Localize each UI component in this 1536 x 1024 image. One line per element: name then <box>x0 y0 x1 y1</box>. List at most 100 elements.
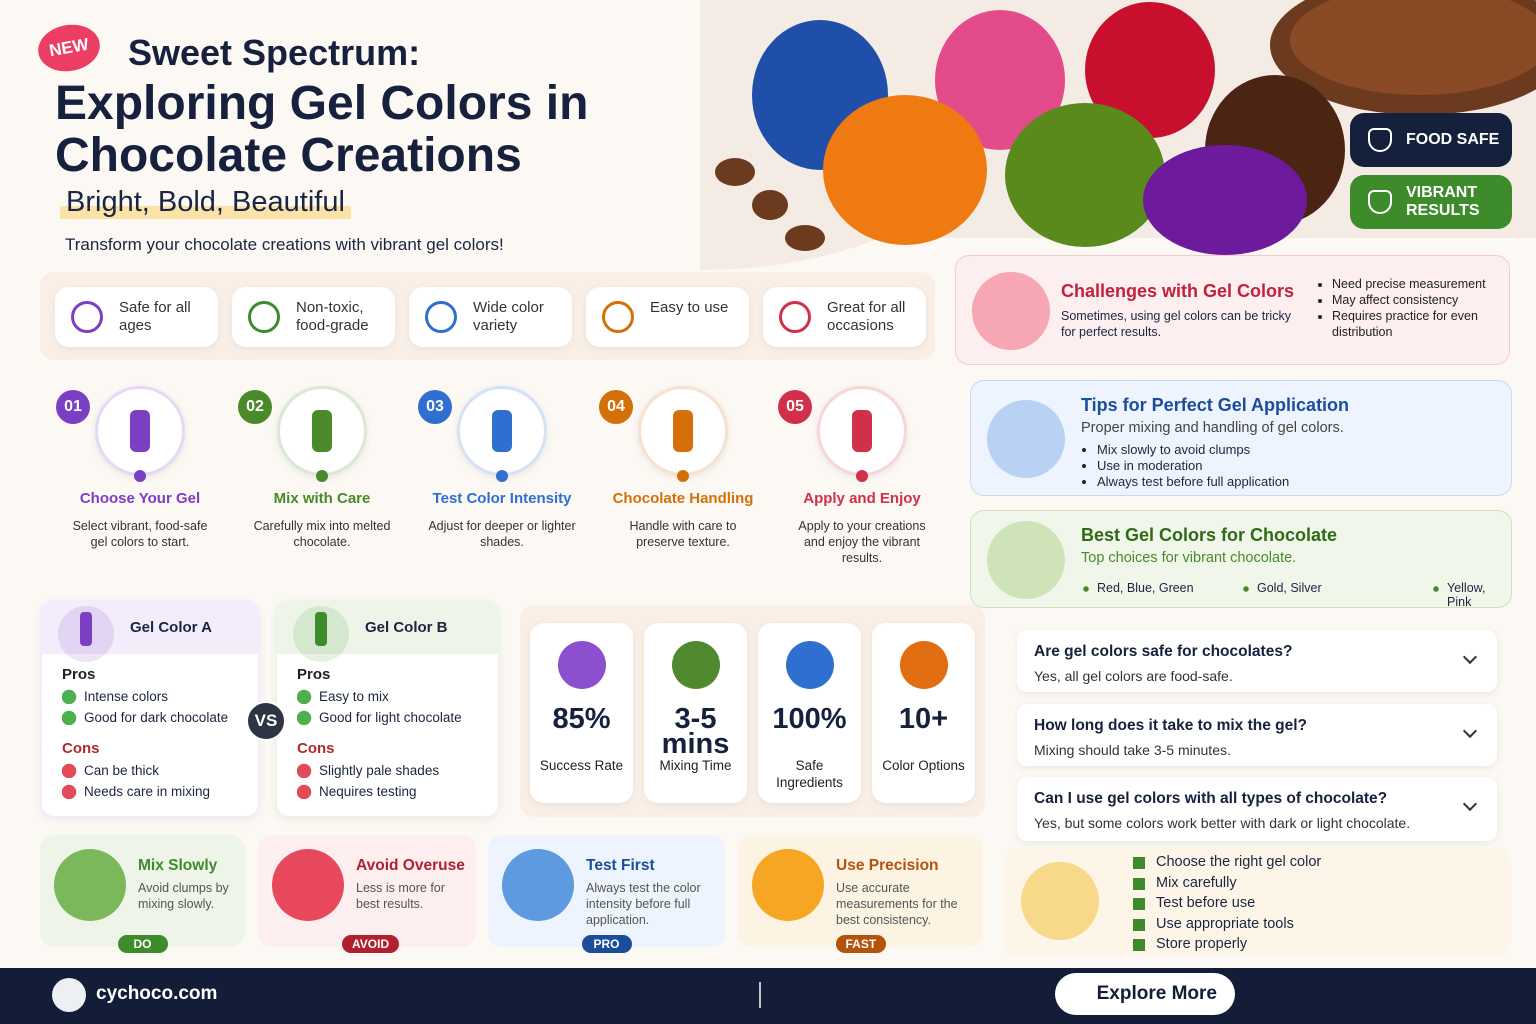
stat-value: 100% <box>772 703 847 735</box>
tip-tag: AVOID <box>342 935 400 953</box>
tip-card: Mix Slowly Avoid clumps by mixing slowly.… <box>40 835 245 953</box>
feature-card: Easy to use <box>586 287 749 347</box>
feature-text: Easy to use <box>650 299 729 316</box>
badge-icon <box>1368 190 1392 214</box>
tip-text: Less is more for best results. <box>356 881 445 911</box>
step-dot <box>134 470 146 482</box>
faq-item[interactable]: Are gel colors safe for chocolates? Yes, … <box>1017 630 1497 692</box>
best-item: Red, Blue, Green <box>1083 581 1194 595</box>
badge-text: FOOD SAFE <box>1406 131 1500 148</box>
panel-title: Tips for Perfect Gel Application <box>1081 395 1350 415</box>
step-title: Test Color Intensity <box>432 490 572 507</box>
bullet: Requires practice for even distribution <box>1332 308 1501 340</box>
con-item: Nequires testing <box>297 784 417 799</box>
bullet: May affect consistency <box>1332 292 1501 308</box>
stat-icon <box>900 641 948 689</box>
step-text: Handle with care to preserve texture. <box>629 519 737 549</box>
product-bottle <box>80 612 92 646</box>
stat-card: 85% Success Rate <box>530 623 633 803</box>
best-item: Gold, Silver <box>1243 581 1322 595</box>
pro-item: Easy to mix <box>297 689 389 704</box>
tip-card: Test First Always test the color intensit… <box>488 835 725 953</box>
bullet: Always test before full application <box>1097 474 1289 490</box>
badge: VIBRANT RESULTS <box>1350 175 1512 229</box>
step-icon <box>492 410 512 452</box>
panel-subtitle: Proper mixing and handling of gel colors… <box>1081 420 1344 436</box>
con-item: Slightly pale shades <box>297 763 440 778</box>
cons-label: Cons <box>62 740 100 757</box>
step-dot <box>856 470 868 482</box>
faq-item[interactable]: How long does it take to mix the gel? Mix… <box>1017 704 1497 766</box>
product-name: Gel Color A <box>130 619 212 636</box>
tip-tag: FAST <box>835 935 887 953</box>
checklist-card: Choose the right gel color Mix carefully T… <box>1003 848 1511 956</box>
stat-card: 100% Safe Ingredients <box>758 623 861 803</box>
faq-answer: Yes, but some colors work better with da… <box>1034 815 1411 831</box>
stat-value: 3-5 mins <box>661 703 730 760</box>
step-number: 05 <box>778 390 812 424</box>
tip-icon <box>272 849 344 921</box>
title-line: Exploring Gel Colors in <box>55 77 589 130</box>
stat-card: 10+ Color Options <box>872 623 975 803</box>
footer-globe <box>52 978 86 1012</box>
checklist-item: Store properly <box>1133 936 1248 953</box>
chevron <box>1462 796 1478 812</box>
tip-tag: DO <box>117 935 168 953</box>
stat-value: 85% <box>552 703 611 735</box>
tip-text: Use accurate measurements for the best c… <box>836 881 958 927</box>
tip-text: Avoid clumps by mixing slowly. <box>138 881 229 911</box>
tip-card: Avoid Overuse Less is more for best resul… <box>258 835 476 953</box>
bullet: Mix slowly to avoid clumps <box>1097 442 1289 458</box>
step-text: Apply to your creations and enjoy the vi… <box>798 519 926 565</box>
step-dot <box>496 470 508 482</box>
faq-question: How long does it take to mix the gel? <box>1034 717 1307 734</box>
feature-card: Wide color variety <box>409 287 572 347</box>
checklist-icon <box>1021 862 1099 940</box>
product-bottle <box>315 612 327 646</box>
pro-item: Good for dark chocolate <box>62 710 229 725</box>
tagline: Bright, Bold, Beautiful <box>60 186 351 219</box>
feature-icon <box>425 301 457 333</box>
feature-icon <box>602 301 634 333</box>
faq-item[interactable]: Can I use gel colors with all types of c… <box>1017 777 1497 841</box>
challenges-panel: Challenges with Gel Colors Sometimes, usi… <box>955 255 1510 365</box>
pros-label: Pros <box>297 666 331 683</box>
step-dot <box>316 470 328 482</box>
faq-question: Can I use gel colors with all types of c… <box>1034 790 1388 807</box>
panel-title: Best Gel Colors for Chocolate <box>1081 525 1338 545</box>
checklist-item: Use appropriate tools <box>1133 915 1294 932</box>
step-title: Mix with Care <box>273 490 371 507</box>
stat-label: Color Options <box>882 758 965 773</box>
step-icon <box>130 410 150 452</box>
pros-label: Pros <box>62 666 96 683</box>
step-number: 04 <box>599 390 633 424</box>
checklist-item: Mix carefully <box>1133 874 1237 891</box>
con-item: Can be thick <box>62 763 160 778</box>
stat-value: 10+ <box>898 703 949 735</box>
product-card: Gel Color B Pros Easy to mix Good for light… <box>275 600 500 818</box>
feature-card: Great for all occasions <box>763 287 926 347</box>
con-item: Needs care in mixing <box>62 784 211 799</box>
step-icon <box>312 410 332 452</box>
feature-text: Safe for all ages <box>119 299 191 334</box>
checklist-item: Test before use <box>1133 895 1256 912</box>
step-number: 01 <box>56 390 90 424</box>
explore-button[interactable]: Explore More <box>1055 973 1235 1015</box>
stat-icon <box>558 641 606 689</box>
tip-icon <box>502 849 574 921</box>
best-panel: Best Gel Colors for Chocolate Top choices… <box>970 510 1512 609</box>
stat-icon <box>786 641 834 689</box>
badge-icon <box>1368 128 1392 152</box>
stat-label: Safe Ingredients <box>776 758 843 790</box>
panel-icon <box>987 521 1065 599</box>
product-head <box>277 602 498 654</box>
faq-answer: Mixing should take 3-5 minutes. <box>1034 742 1231 758</box>
checklist-item: Choose the right gel color <box>1133 854 1322 870</box>
feature-icon <box>248 301 280 333</box>
pro-item: Intense colors <box>62 689 169 704</box>
bullet-list: Need precise measurementMay affect consi… <box>1316 276 1501 340</box>
chevron <box>1462 723 1478 739</box>
faq-question: Are gel colors safe for chocolates? <box>1034 643 1293 660</box>
feature-text: Great for all occasions <box>827 299 906 334</box>
